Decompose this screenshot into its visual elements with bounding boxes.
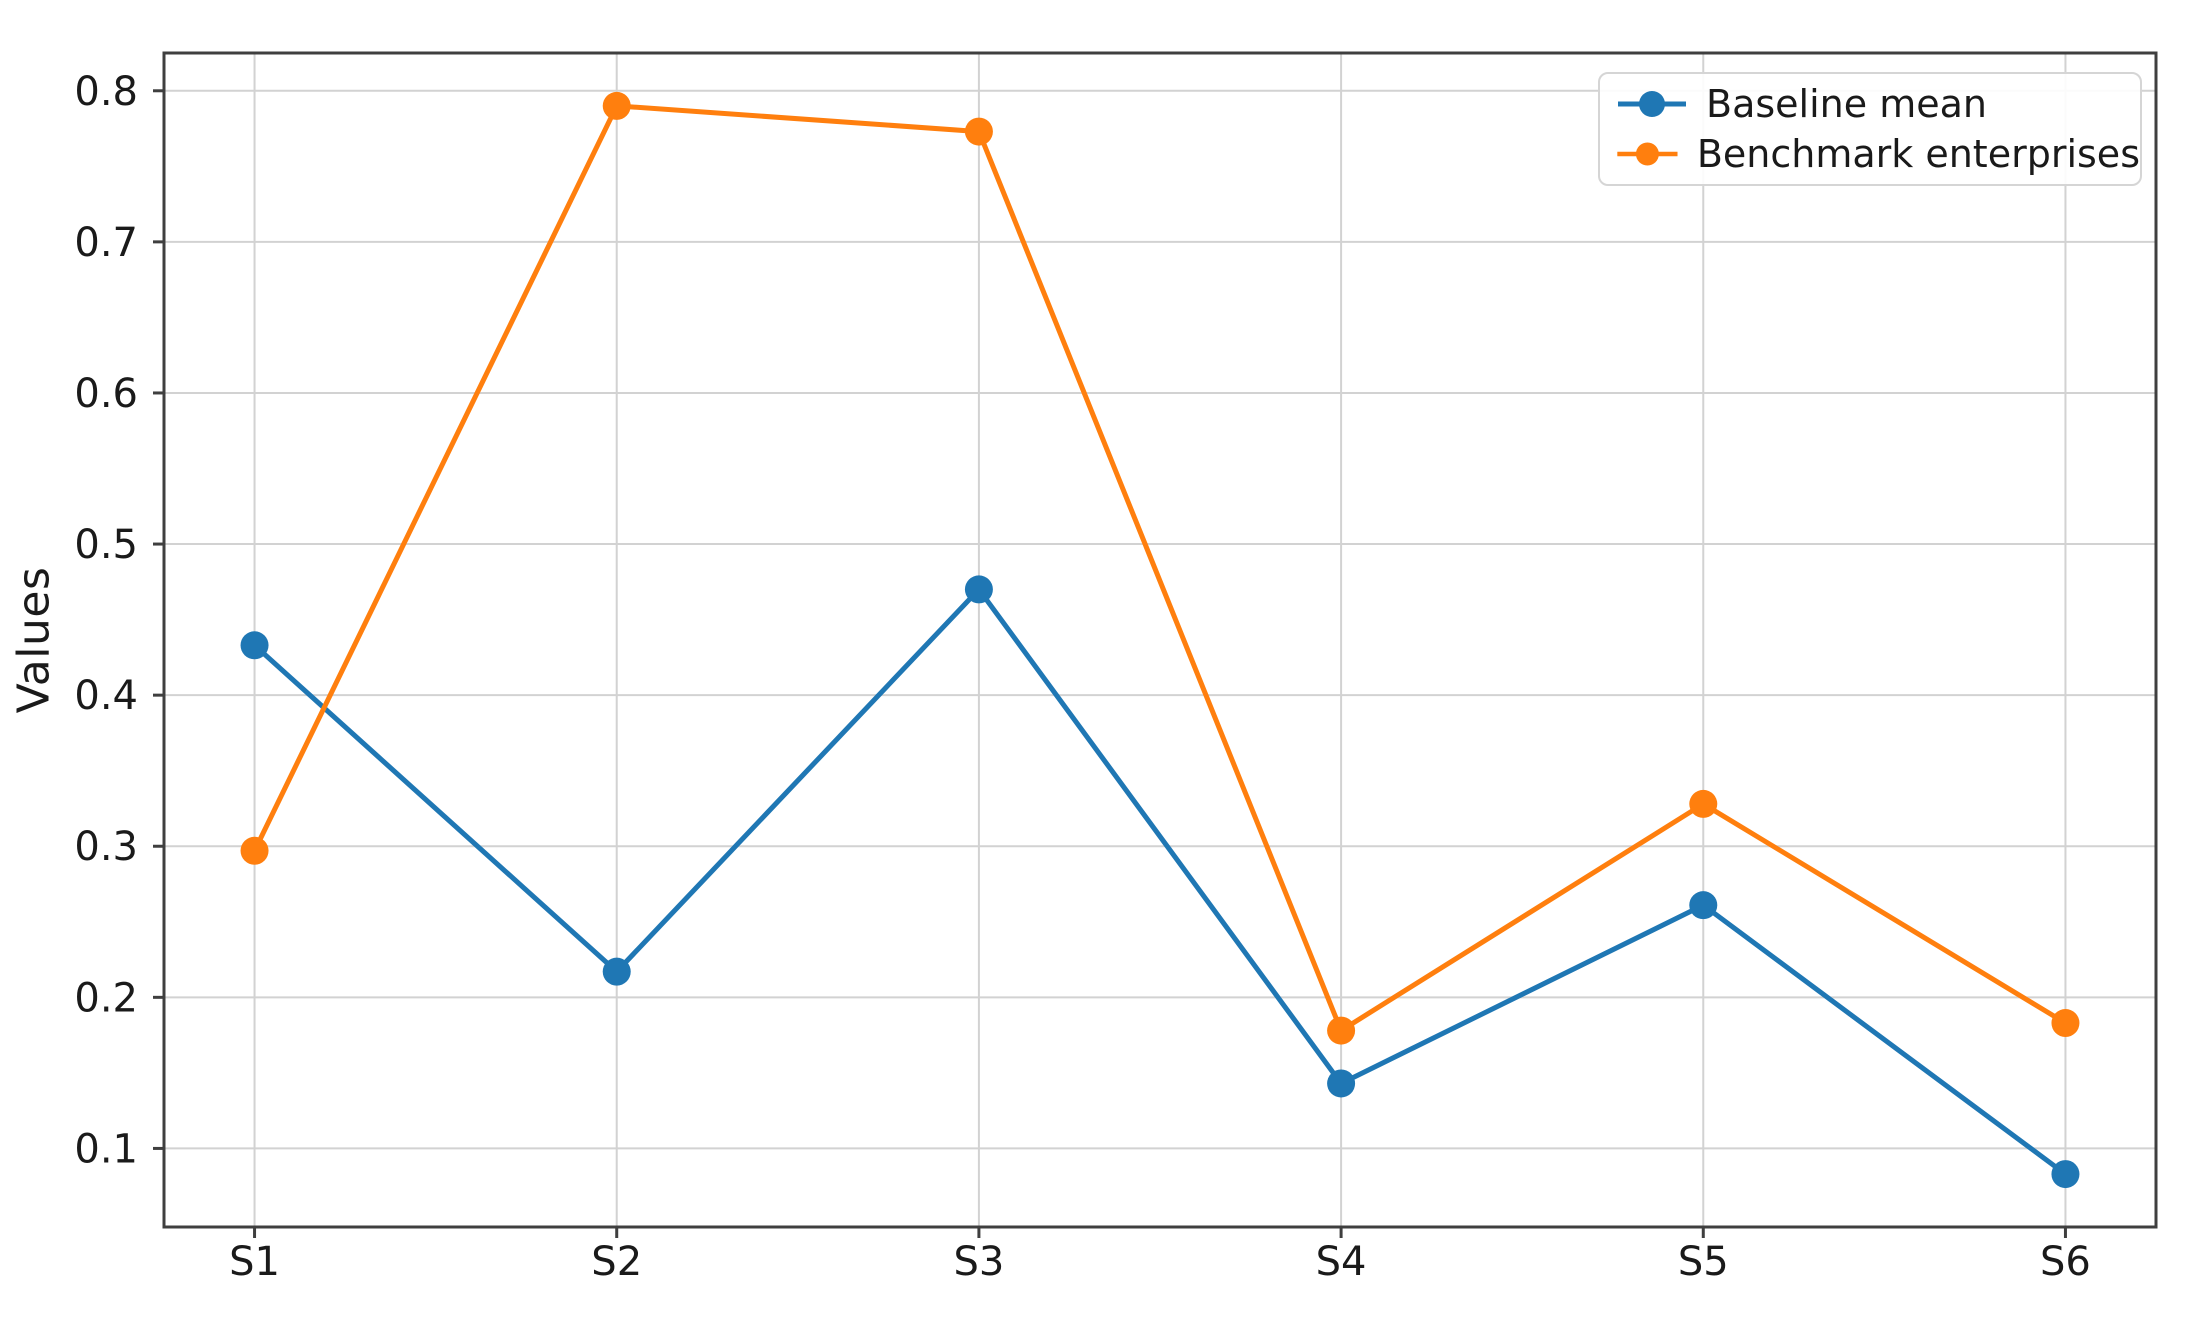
x-tick-label-s2: S2	[591, 1239, 642, 1285]
y-axis-label: Values	[8, 566, 60, 714]
marker-baseline-mean-s3	[964, 575, 993, 604]
marker-benchmark-enterprises-s2	[602, 91, 631, 120]
y-tick-label-0.3: 0.3	[74, 824, 138, 870]
series-line-benchmark-enterprises	[252, 103, 2068, 1034]
y-tick-label-0.2: 0.2	[74, 975, 138, 1021]
marker-baseline-mean-s2	[602, 957, 631, 986]
x-tick-label-s1: S1	[229, 1239, 280, 1285]
marker-baseline-mean-s4	[1327, 1069, 1356, 1098]
marker-benchmark-enterprises-s5	[1689, 789, 1718, 818]
marker-benchmark-enterprises-s4	[1327, 1016, 1356, 1045]
axes-spines	[162, 51, 2158, 1229]
marker-baseline-mean-s6	[2051, 1160, 2080, 1189]
x-tick-label-s3: S3	[953, 1239, 1004, 1285]
x-tick-label-s6: S6	[2040, 1239, 2091, 1285]
marker-benchmark-enterprises-s6	[2051, 1009, 2080, 1038]
marker-baseline-mean-s1	[240, 631, 269, 660]
legend-item-baseline-mean: Baseline mean	[1612, 79, 2140, 129]
legend-item-benchmark-enterprises: Benchmark enterprises	[1612, 129, 2140, 179]
series-line-baseline-mean	[252, 586, 2068, 1177]
legend-line-marker-icon	[1617, 142, 1678, 166]
y-tick-label-0.7: 0.7	[74, 220, 138, 266]
legend-label-baseline-mean: Baseline mean	[1706, 82, 1987, 126]
marker-benchmark-enterprises-s3	[964, 117, 993, 146]
y-tick-label-0.8: 0.8	[74, 69, 138, 115]
legend-line-marker-icon	[1618, 91, 1686, 117]
marker-benchmark-enterprises-s1	[240, 836, 269, 865]
legend-label-benchmark-enterprises: Benchmark enterprises	[1696, 132, 2140, 176]
x-tick-label-s5: S5	[1678, 1239, 1729, 1285]
y-tick-label-0.1: 0.1	[74, 1126, 138, 1172]
y-tick-label-0.5: 0.5	[74, 522, 138, 568]
y-tick-label-0.4: 0.4	[74, 673, 138, 719]
x-tick-label-s4: S4	[1316, 1239, 1367, 1285]
marker-baseline-mean-s5	[1689, 891, 1718, 920]
legend: Baseline mean Benchmark enterprises	[1598, 72, 2142, 186]
y-tick-label-0.6: 0.6	[74, 371, 138, 417]
